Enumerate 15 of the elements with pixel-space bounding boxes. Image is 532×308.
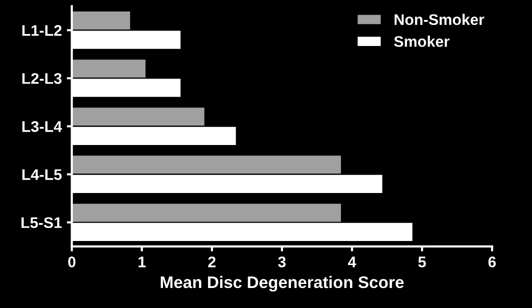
x-tick-label: 4 [348, 256, 356, 268]
x-tick-label: 6 [488, 256, 496, 268]
y-tick-label: L2-L3 [22, 73, 62, 84]
legend-label: Non-Smoker [394, 14, 484, 26]
legend-label: Smoker [394, 36, 450, 47]
x-tick-label: 0 [68, 256, 76, 268]
x-tick-label: 5 [418, 256, 426, 268]
x-tick-label: 3 [278, 256, 286, 268]
y-tick-label: L1-L2 [22, 25, 62, 36]
x-tick-label: 1 [138, 256, 146, 268]
x-tick-label: 2 [208, 256, 216, 268]
y-tick-label: L3-L4 [22, 121, 62, 132]
x-axis-title: Mean Disc Degeneration Score [160, 276, 404, 292]
y-tick-label: L5-S1 [22, 217, 62, 228]
y-tick-label: L4-L5 [22, 169, 62, 180]
